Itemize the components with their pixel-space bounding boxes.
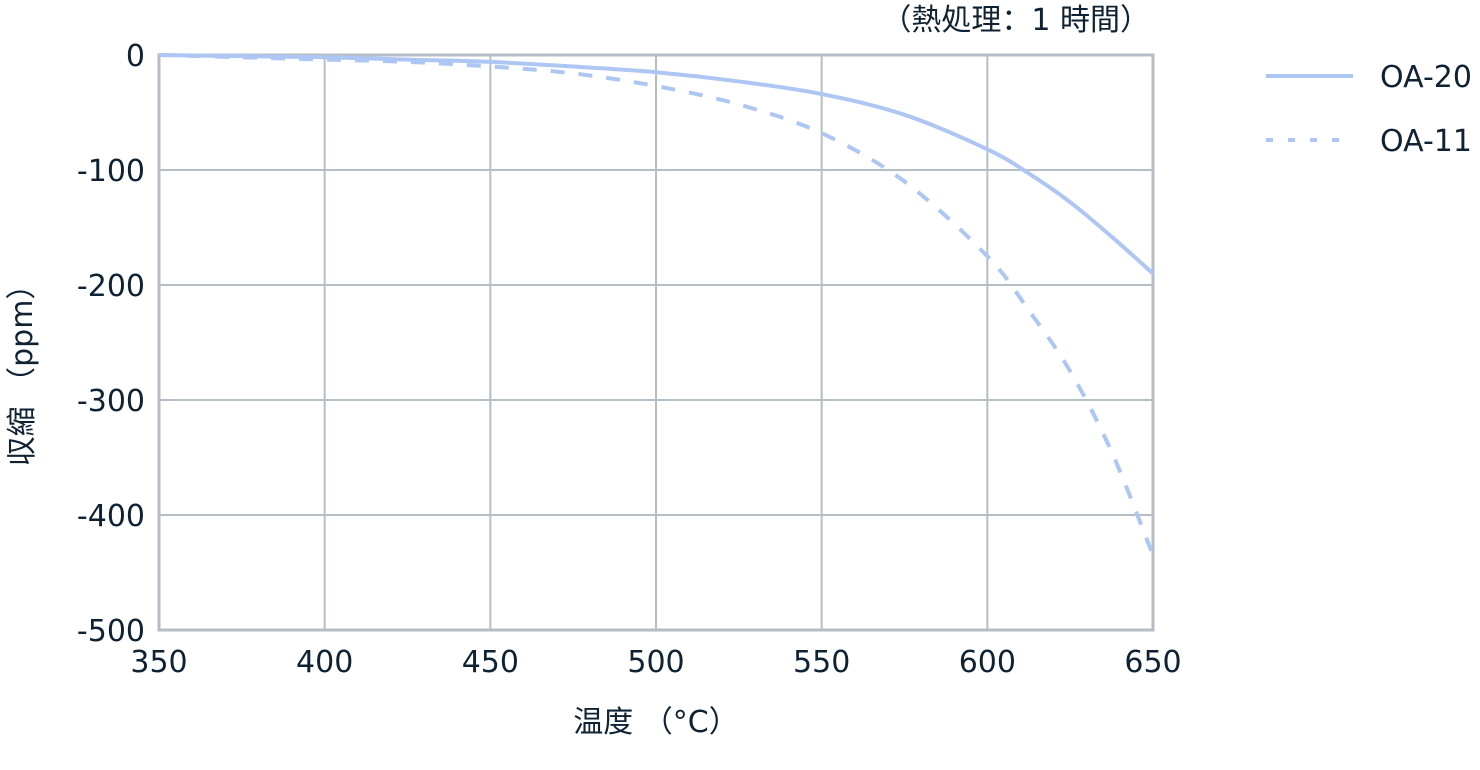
legend-label-oa-20: OA-20 [1380,60,1472,95]
y-axis-ticks: 0 -100 -200 -300 -400 -500 [77,39,145,649]
plot-frame [157,53,1155,632]
series-lines [158,53,1155,556]
grid-lines [158,54,1154,631]
series-line-oa-20 [158,53,1155,275]
y-axis-label: 収縮 （ppm） [5,270,40,467]
y-tick-label: -200 [77,269,145,304]
x-tick-label: 550 [793,645,850,680]
legend: OA-20 OA-11 [1266,60,1472,159]
annotation-heat-treatment: （熱処理：1 時間） [881,3,1150,38]
x-tick-label: 450 [462,645,519,680]
x-axis-label: 温度 （°C） [573,705,738,740]
y-tick-label: -400 [77,499,145,534]
x-tick-label: 500 [627,645,684,680]
y-tick-label: -500 [77,614,145,649]
plot-border [157,53,1155,632]
x-tick-label: 600 [959,645,1016,680]
y-tick-label: 0 [126,39,145,74]
y-tick-label: -300 [77,384,145,419]
y-tick-label: -100 [77,154,145,189]
x-tick-label: 350 [130,645,187,680]
x-tick-label: 400 [296,645,353,680]
legend-label-oa-11: OA-11 [1380,124,1472,159]
x-tick-label: 650 [1124,645,1181,680]
x-axis-ticks: 350 400 450 500 550 600 650 [130,645,1181,680]
